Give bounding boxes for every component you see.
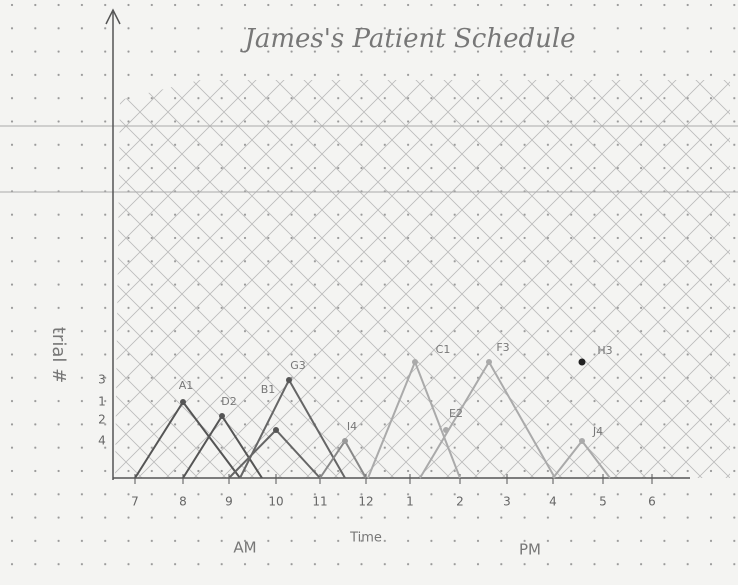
- x-axis-label: Time: [349, 531, 382, 546]
- y-arrow: [105, 8, 121, 25]
- hatching: [115, 80, 730, 478]
- x-tick-label: 9: [225, 495, 233, 509]
- point-label: C1: [436, 343, 451, 356]
- point-label: B1: [261, 383, 276, 396]
- x-tick-label: 1: [406, 495, 414, 509]
- pm-label: PM: [519, 541, 541, 559]
- x-tick-label: 6: [648, 495, 656, 509]
- point-label: D2: [221, 395, 236, 408]
- x-tick-label: 3: [503, 495, 511, 509]
- point-label: G3: [290, 359, 306, 372]
- y-tick-label: 1: [98, 395, 106, 409]
- x-tick-label: 11: [312, 495, 327, 509]
- point-dots: [180, 358, 586, 444]
- point-label: E2: [449, 407, 463, 420]
- y-tick-label: 4: [98, 434, 106, 448]
- x-tick-label: 10: [268, 495, 283, 509]
- y-axis-label: trial #: [48, 327, 69, 383]
- y-tick-label: 3: [98, 373, 106, 387]
- point-label: H3: [597, 344, 612, 357]
- x-tick-label: 12: [358, 495, 373, 509]
- am-label: AM: [233, 539, 256, 557]
- title: James's Patient Schedule: [239, 24, 575, 54]
- point-label: J4: [592, 425, 603, 438]
- x-tick-label: 7: [131, 495, 139, 509]
- x-tick-label: 5: [599, 495, 607, 509]
- x-tick-label: 2: [456, 495, 464, 509]
- point-label: I4: [347, 420, 357, 433]
- point-label: A1: [179, 379, 194, 392]
- x-tick-label: 4: [549, 495, 557, 509]
- point-label: F3: [496, 341, 509, 354]
- y-tick-label: 2: [98, 413, 106, 427]
- x-tick-label: 8: [179, 495, 187, 509]
